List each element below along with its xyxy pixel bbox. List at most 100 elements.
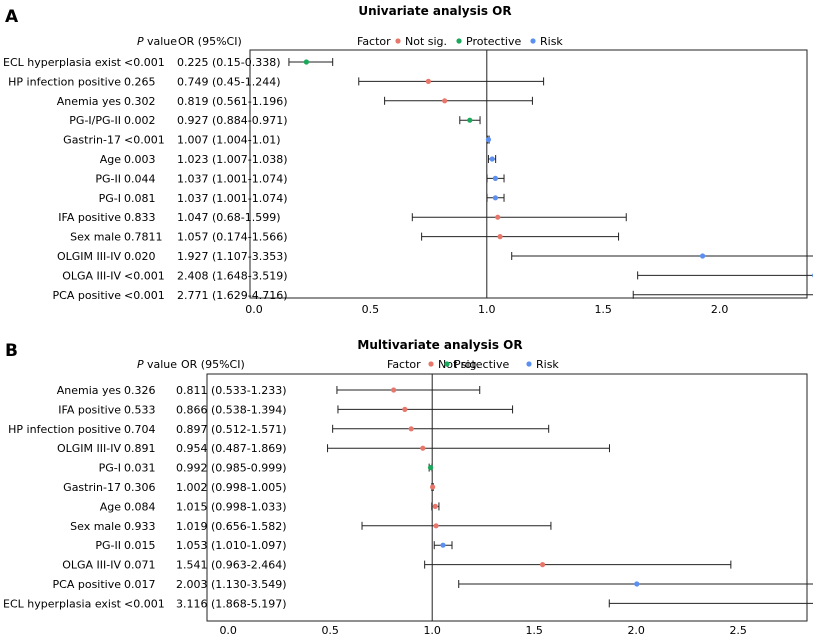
legend-dot-protective	[444, 361, 450, 367]
row-or-ci: 3.116 (1.868-5.197)	[176, 597, 287, 610]
row-label: PG-II	[95, 539, 121, 552]
p-value-header-p: P	[137, 35, 144, 48]
x-tick-label: 1.0	[478, 303, 496, 316]
row-label: PG-II	[95, 172, 121, 185]
row-or-ci: 0.225 (0.15-0.338)	[177, 56, 281, 69]
row-p-value: 0.002	[124, 114, 156, 127]
legend-dot-protective	[456, 38, 462, 44]
x-tick-label: 2.0	[711, 303, 729, 316]
row-label: PG-I	[99, 462, 121, 475]
row-label: OLGIM III-IV	[57, 250, 121, 263]
row-or-ci: 1.927 (1.107-3.353)	[177, 250, 288, 263]
row-label: ECL hyperplasia exist	[3, 56, 122, 69]
row-label: Anemia yes	[57, 384, 122, 397]
row-label: PCA positive	[53, 289, 122, 302]
legend-dot-not-sig-	[395, 38, 401, 44]
x-tick-label: 2.5	[729, 624, 747, 637]
x-tick-label: 1.5	[525, 624, 543, 637]
row-p-value: 0.533	[124, 403, 156, 416]
row-p-value: <0.001	[124, 289, 165, 302]
row-or-ci: 0.819 (0.561-1.196)	[177, 95, 288, 108]
row-label: Gastrin-17	[63, 134, 121, 147]
panel-a-plot-frame	[249, 49, 808, 299]
panel-b-plot-frame	[206, 373, 808, 622]
panel-a-title: Univariate analysis OR	[358, 4, 511, 18]
row-label: PG-I	[99, 192, 121, 205]
row-or-ci: 1.019 (0.656-1.582)	[176, 520, 287, 533]
row-or-ci: 1.037 (1.001-1.074)	[177, 192, 288, 205]
legend-dot-not-sig-	[428, 361, 434, 367]
row-p-value: 0.044	[124, 172, 156, 185]
row-label: HP infection positive	[8, 75, 121, 88]
row-p-value: 0.031	[124, 462, 156, 475]
or-point	[391, 387, 397, 393]
or-point	[433, 523, 439, 529]
or-point	[430, 484, 436, 490]
row-p-value: 0.302	[124, 95, 156, 108]
row-or-ci: 1.037 (1.001-1.074)	[177, 172, 288, 185]
or-point	[425, 78, 431, 84]
legend-label-risk: Risk	[540, 35, 563, 48]
row-or-ci: 1.053 (1.010-1.097)	[176, 539, 287, 552]
or-point	[489, 156, 495, 162]
or-point	[420, 445, 426, 451]
row-label: IFA positive	[58, 403, 121, 416]
row-label: Anemia yes	[57, 95, 122, 108]
or-point	[442, 98, 448, 104]
row-p-value: 0.891	[124, 442, 156, 455]
x-tick-label: 1.5	[594, 303, 612, 316]
or-point	[402, 406, 408, 412]
row-or-ci: 2.771 (1.629-4.716)	[177, 289, 288, 302]
row-p-value: <0.001	[124, 56, 165, 69]
panel-b-title: Multivariate analysis OR	[357, 338, 522, 352]
p-value-header-value: value	[147, 358, 177, 371]
row-label: Age	[100, 500, 122, 513]
row-label: HP infection positive	[8, 423, 121, 436]
legend-label-not-sig-: Not sig.	[438, 358, 480, 371]
x-tick-label: 0.5	[321, 624, 339, 637]
row-p-value: 0.081	[124, 192, 156, 205]
or-point	[303, 59, 309, 65]
row-or-ci: 2.003 (1.130-3.549)	[176, 578, 287, 591]
or-point	[492, 195, 499, 201]
panel-a-letter: A	[5, 7, 19, 27]
row-label: ECL hyperplasia exist	[3, 597, 122, 610]
row-or-ci: 2.408 (1.648-3.519)	[177, 269, 288, 282]
or-point	[432, 503, 438, 509]
x-tick-label: 1.0	[423, 624, 441, 637]
row-or-ci: 1.023 (1.007-1.038)	[177, 153, 288, 166]
row-label: Age	[100, 153, 122, 166]
row-p-value: 0.015	[124, 539, 156, 552]
or-header: OR (95%CI)	[178, 35, 242, 48]
row-label: OLGA III-IV	[62, 559, 121, 572]
row-label: Sex male	[70, 520, 121, 533]
or-point	[495, 214, 501, 220]
legend-title: Factor	[387, 358, 421, 371]
row-p-value: <0.001	[124, 269, 165, 282]
row-or-ci: 1.057 (0.174-1.566)	[177, 231, 288, 244]
or-point	[467, 117, 473, 123]
row-p-value: <0.001	[124, 134, 165, 147]
row-label: Sex male	[70, 231, 121, 244]
or-point	[492, 175, 499, 181]
row-or-ci: 0.897 (0.512-1.571)	[176, 423, 287, 436]
or-point	[700, 253, 706, 259]
row-label: PCA positive	[53, 578, 122, 591]
row-or-ci: 0.749 (0.45-1.244)	[177, 75, 281, 88]
row-label: PG-I/PG-II	[69, 114, 121, 127]
row-p-value: 0.704	[124, 423, 156, 436]
row-or-ci: 0.811 (0.533-1.233)	[176, 384, 287, 397]
row-label: OLGIM III-IV	[57, 442, 121, 455]
legend-label-protective: Protective	[466, 35, 521, 48]
row-p-value: 0.020	[124, 250, 156, 263]
row-p-value: 0.326	[124, 384, 156, 397]
panel-b-letter: B	[5, 341, 18, 361]
row-or-ci: 0.866 (0.538-1.394)	[176, 403, 287, 416]
or-point	[497, 234, 503, 240]
x-tick-label: 2.0	[627, 624, 645, 637]
row-or-ci: 0.954 (0.487-1.869)	[176, 442, 287, 455]
row-p-value: 0.7811	[124, 231, 163, 244]
row-p-value: 0.003	[124, 153, 156, 166]
